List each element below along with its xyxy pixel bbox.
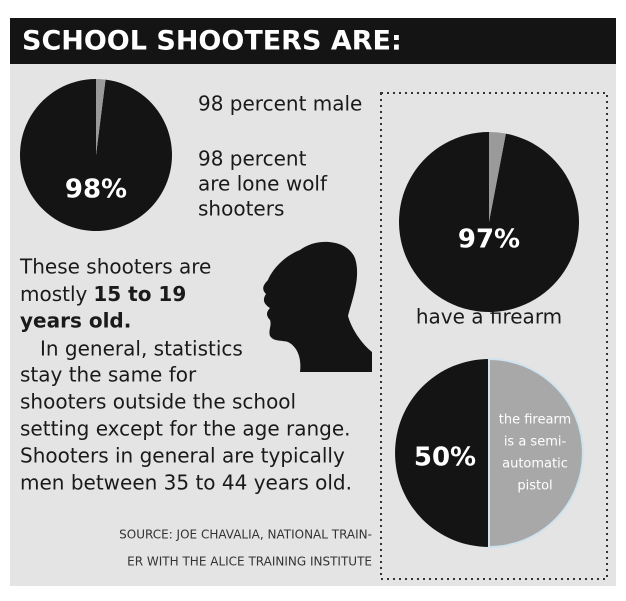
paragraph-highlight: 15 to 19: [93, 282, 186, 306]
pie-annotation: the firearm: [499, 413, 571, 428]
fact-text: 98 percent male: [198, 92, 362, 116]
pie-slice: [96, 79, 106, 155]
pie-annotation: automatic: [502, 457, 568, 472]
title: SCHOOL SHOOTERS ARE:: [22, 26, 402, 57]
paragraph-highlight: years old.: [20, 309, 131, 333]
dotted-box: [380, 92, 608, 580]
pie-annotation: is a semi-: [504, 435, 567, 450]
paragraph-line: setting except for the age range.: [20, 417, 351, 441]
pie-label: 98%: [65, 175, 127, 205]
paragraph-line: men between 35 to 44 years old.: [20, 471, 352, 495]
paragraph-text: mostly: [20, 282, 88, 306]
pie-label: 50%: [414, 443, 476, 473]
paragraph-line: In general, statistics: [40, 337, 243, 361]
paragraph-line: Shooters in general are typically: [20, 444, 345, 468]
pie-annotation: pistol: [517, 479, 552, 494]
pie-slice: [489, 132, 506, 222]
paragraph-line: These shooters are: [19, 255, 211, 279]
pie-label: 97%: [458, 225, 520, 255]
fact-text: 98 percent: [198, 147, 307, 171]
fact-text: are lone wolf: [198, 172, 328, 196]
paragraph-line: mostly 15 to 19: [20, 282, 186, 306]
pie-slice: [395, 359, 489, 547]
source: ER WITH THE ALICE TRAINING INSTITUTE: [127, 555, 372, 569]
pie-slice: [488, 357, 584, 549]
pie-slice: [399, 132, 580, 312]
pie-slice: [19, 79, 172, 231]
head-silhouette: [263, 241, 372, 372]
paragraph-line: shooters outside the school: [20, 390, 296, 414]
paragraph-line: stay the same for: [20, 363, 197, 387]
fact-text: shooters: [198, 197, 284, 221]
source: SOURCE: JOE CHAVALIA, NATIONAL TRAIN-: [119, 528, 372, 542]
title-bar: [10, 18, 616, 64]
